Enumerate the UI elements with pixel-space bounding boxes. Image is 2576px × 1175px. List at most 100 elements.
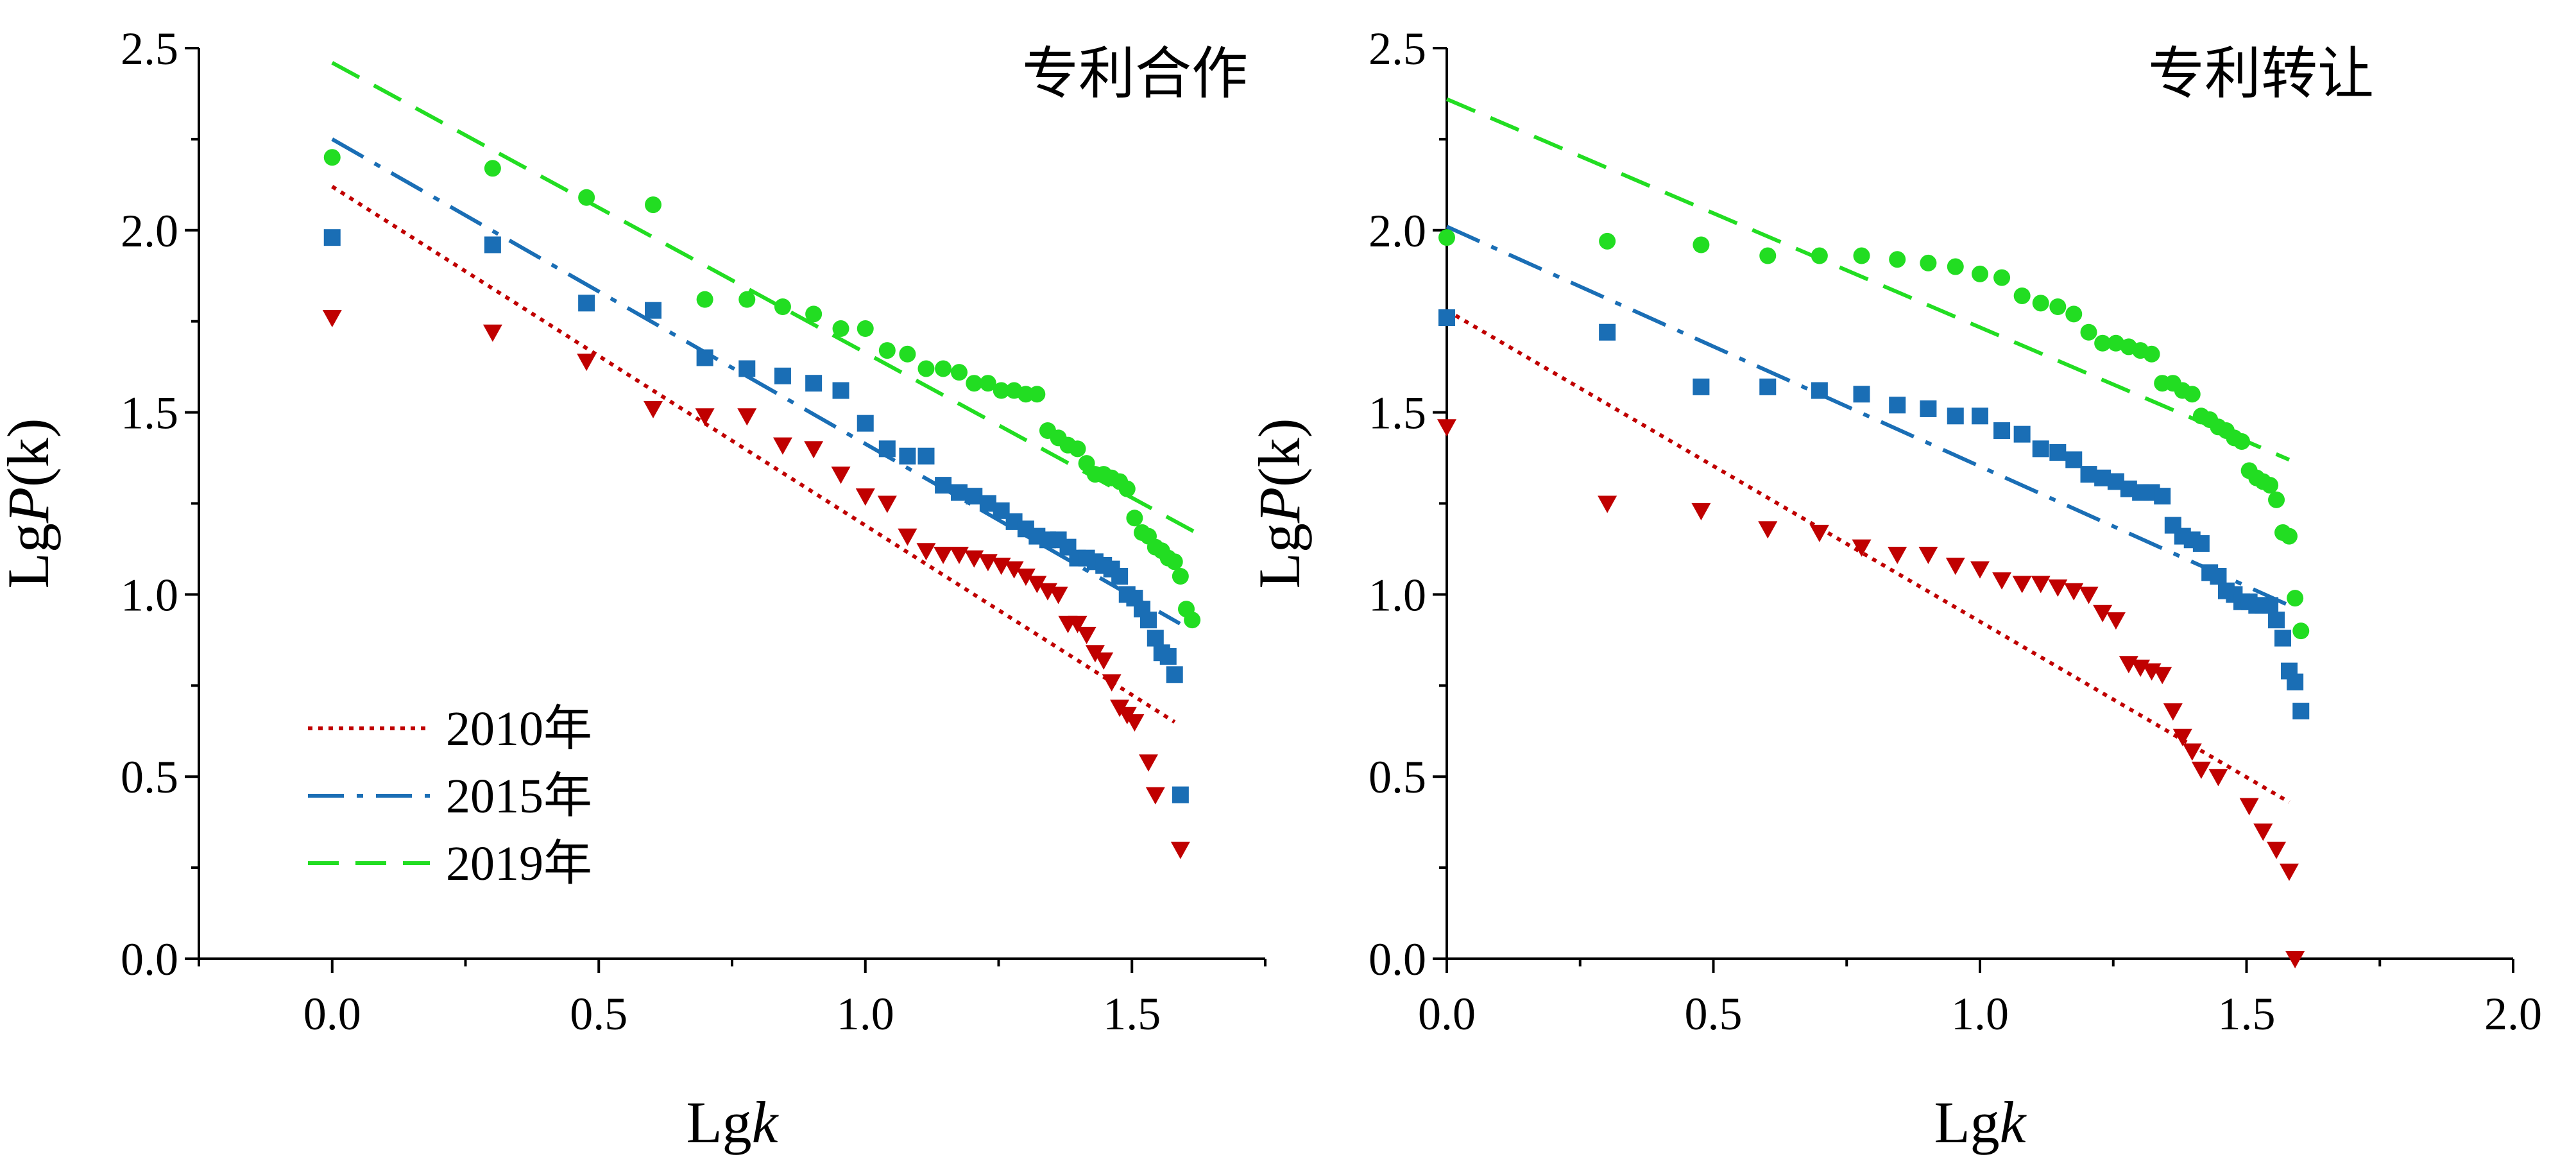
data-point-y2010 [1598,495,1617,513]
data-point-y2015 [645,302,662,319]
data-point-y2010 [482,324,502,342]
data-point-y2010 [1016,569,1036,587]
data-point-y2019 [2183,386,2201,403]
data-point-y2010 [1077,626,1096,644]
y-tick-label: 1.0 [1369,569,1426,621]
data-point-y2010 [644,400,663,418]
y-axis-label-suffix: (k) [0,418,61,487]
data-point-y2015 [2154,488,2171,505]
data-point-y2019 [917,360,935,377]
data-point-y2019 [1028,386,1046,403]
y-tick-label: 2.0 [1369,205,1426,257]
data-point-y2015 [878,440,896,458]
data-point-y2019 [2013,287,2031,304]
data-point-y2019 [1166,553,1183,570]
data-point-y2015 [832,382,849,399]
data-point-y2015 [951,484,968,501]
data-point-y2010 [2064,583,2084,601]
data-point-y2015 [1889,397,1906,414]
y-tick-label: 2.0 [121,205,178,257]
x-axis-label-var: k [752,1090,780,1155]
data-point-y2010 [322,310,342,328]
data-point-y2010 [1004,561,1024,579]
data-point-y2010 [1758,521,1778,539]
data-point-y2019 [2032,295,2049,312]
data-point-y2010 [804,441,824,459]
data-point-y2015 [2262,597,2279,614]
y-tick-label: 1.0 [121,569,178,621]
data-point-y2010 [1139,754,1159,772]
fit-line-y2010 [331,185,1176,724]
legend-label-y2019: 2019年 [446,837,592,891]
y-axis-label: LgP(k) [0,418,61,589]
y-tick-label: 2.5 [1369,23,1426,74]
data-point-y2010 [1945,557,1965,575]
data-point-y2010 [2106,612,2126,630]
fit-line-y2015 [1446,225,2290,608]
x-tick-label: 0.5 [1685,988,1743,1040]
y-tick-label: 0.0 [121,934,178,985]
chart-panel-patent-cooperation: 0.00.51.01.52.02.50.0 0.5 1.0 1.5LgkLgP(k)专… [0,23,1267,1155]
y-tick-label: 2.5 [121,23,178,74]
data-point-y2010 [2191,761,2211,779]
data-point-y2015 [857,415,874,432]
data-point-y2010 [877,495,897,513]
x-tick-label: 0.5 [570,988,627,1040]
data-point-y2015 [1853,386,1870,403]
data-point-y2010 [1992,572,2012,590]
data-point-y2010 [2267,841,2287,859]
data-point-y2015 [2065,451,2083,468]
data-point-y2010 [2079,587,2099,605]
data-point-y2015 [2210,568,2227,585]
data-point-y2019 [1889,251,1906,268]
data-point-y2010 [2253,823,2273,841]
data-point-y2019 [805,305,823,323]
data-point-y2019 [979,375,996,392]
data-point-y2010 [737,408,757,426]
data-point-y2010 [2048,579,2068,597]
data-point-y2019 [878,342,896,359]
x-tick-label: 0.0 [1418,988,1476,1040]
data-point-y2015 [2013,425,2031,443]
data-point-y2019 [323,149,341,166]
data-point-y2015 [935,477,952,494]
series-y2015 [323,229,1189,803]
data-point-y2015 [899,447,916,465]
data-point-y2015 [1947,407,1964,425]
y-tick-label: 1.5 [1369,388,1426,439]
data-point-y2010 [577,354,597,372]
data-point-y2015 [774,367,791,384]
data-point-y2019 [2268,491,2285,508]
data-point-y2019 [832,320,849,338]
data-point-y2015 [1759,378,1777,395]
data-point-y2010 [964,550,984,568]
y-tick-label: 1.5 [121,388,178,439]
data-point-y2015 [1147,630,1164,647]
data-point-y2015 [2268,612,2285,629]
data-point-y2015 [2032,440,2049,458]
x-tick-label: 0.0 [303,988,361,1040]
data-point-y2019 [738,291,756,308]
data-point-y2015 [1111,568,1129,585]
data-point-y2010 [2012,576,2032,594]
data-point-y2010 [2163,703,2183,721]
x-tick-label: 1.5 [2218,988,2276,1040]
data-point-y2019 [1184,612,1201,629]
data-point-y2019 [1811,247,1828,264]
data-point-y2010 [1852,539,1872,557]
legend-label-y2010: 2010年 [446,702,592,756]
data-point-y2019 [1993,269,2011,286]
fit-line-y2019 [331,61,1197,535]
legend-label-y2015: 2015年 [446,769,592,823]
data-point-y2015 [2049,444,2067,461]
series-y2015 [1438,309,2310,720]
data-point-y2019 [935,360,952,377]
data-point-y2019 [645,196,662,214]
data-point-y2019 [1972,265,1988,282]
data-point-y2010 [950,546,969,564]
data-point-y2019 [2049,298,2067,315]
data-point-y2019 [774,298,791,315]
fit-line-y2010 [1446,309,2290,804]
data-point-y2019 [2080,323,2097,341]
data-point-y2015 [1438,309,1455,327]
